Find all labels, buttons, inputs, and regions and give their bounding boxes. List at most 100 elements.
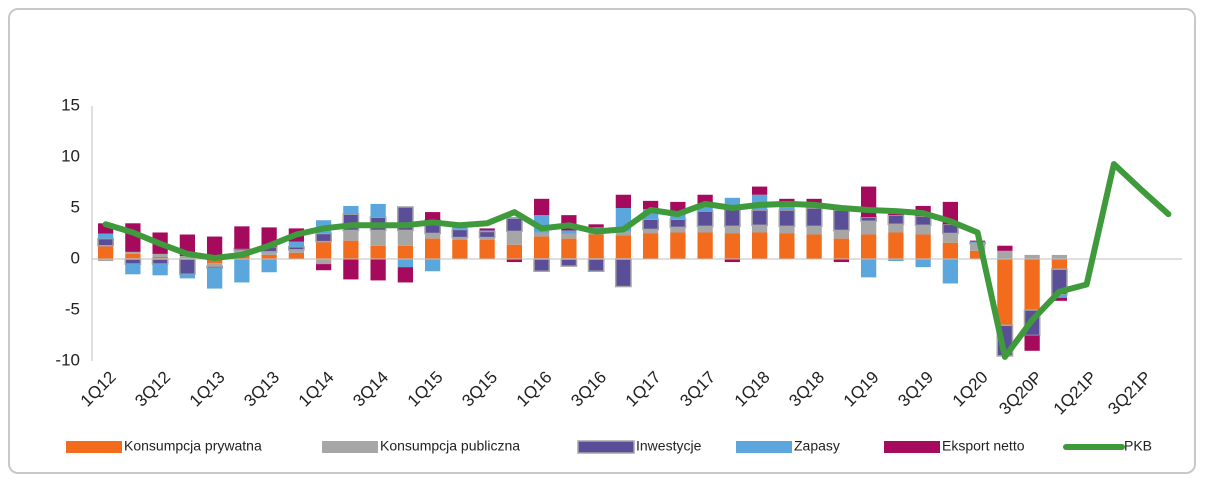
- bar-segment: [287, 246, 305, 251]
- legend-label: Inwestycje: [636, 438, 702, 454]
- bar-segment: [125, 251, 141, 254]
- chart-frame: [8, 8, 1196, 474]
- bar-segment: [370, 245, 386, 259]
- bar-segment: [860, 259, 877, 278]
- bar-segment: [724, 233, 741, 259]
- bar-segment: [806, 234, 822, 259]
- bar-segment: [587, 258, 605, 272]
- bar-segment: [452, 227, 468, 230]
- bar-segment: [97, 245, 114, 259]
- bar-segment: [152, 253, 168, 257]
- bar-segment: [561, 238, 577, 259]
- bar-segment: [969, 250, 986, 259]
- bar-segment: [614, 258, 632, 288]
- bar-segment: [397, 230, 414, 246]
- legend-label: Konsumpcja publiczna: [380, 438, 520, 454]
- bar-segment: [642, 233, 659, 259]
- bar-segment: [288, 252, 305, 259]
- bar-segment: [452, 237, 468, 240]
- y-tick-label: 10: [61, 146, 80, 165]
- bar-segment: [751, 225, 768, 233]
- x-tick-label: 1Q13: [186, 368, 229, 411]
- bar-segment: [97, 259, 114, 262]
- bar-segment: [888, 259, 904, 262]
- bar-segment: [751, 209, 769, 227]
- bar-segment: [724, 197, 741, 206]
- bar-segment: [97, 233, 114, 239]
- bar-segment: [697, 194, 713, 205]
- x-tick-label: 1Q15: [404, 368, 447, 411]
- bar-segment: [969, 243, 986, 251]
- bar-segment: [805, 207, 823, 228]
- bar-segment: [833, 259, 850, 263]
- bar-segment: [533, 198, 550, 216]
- legend-swatch: [577, 440, 635, 454]
- bar-segment: [370, 230, 386, 246]
- bar-segment: [1051, 294, 1068, 298]
- bar-segment: [806, 226, 822, 235]
- bar-segment: [860, 234, 877, 259]
- bar-segment: [1024, 254, 1040, 259]
- x-tick-label: 1Q14: [295, 368, 338, 411]
- bar-segment: [479, 239, 495, 259]
- bar-segment: [1051, 254, 1068, 259]
- x-tick-label: 3Q15: [458, 368, 501, 411]
- bar-segment: [697, 226, 713, 233]
- line-series: [102, 161, 1172, 360]
- bar-segment: [751, 232, 768, 259]
- bar-segment: [670, 232, 686, 259]
- bar-segment: [751, 186, 768, 195]
- bar-segment: [696, 210, 714, 228]
- bar-segment: [315, 241, 332, 259]
- legend-swatch: [736, 441, 792, 453]
- bar-segment: [642, 218, 660, 231]
- bar-segment: [697, 204, 713, 212]
- x-tick-label: 3Q19: [894, 368, 937, 411]
- bar-segment: [125, 264, 141, 275]
- x-tick-label: 1Q17: [622, 368, 665, 411]
- bar-segment: [832, 209, 850, 232]
- y-tick-label: -5: [65, 299, 80, 318]
- x-tick-label: 1Q19: [840, 368, 883, 411]
- bar-segment: [343, 230, 359, 241]
- bar-segment: [315, 232, 333, 243]
- bar-segment: [97, 223, 114, 234]
- bar-segment: [915, 259, 931, 268]
- bar-segment: [779, 233, 795, 259]
- bar-segment: [179, 255, 196, 259]
- legend-swatch: [884, 441, 940, 453]
- bar-segment: [642, 200, 659, 210]
- bar-segment: [997, 245, 1013, 251]
- bar-segment: [234, 259, 250, 283]
- bar-segment: [343, 259, 359, 280]
- bar-segment: [479, 230, 495, 232]
- bar-segment: [615, 235, 632, 259]
- bar-segment: [261, 254, 277, 259]
- x-tick-label: 1Q12: [77, 368, 120, 411]
- bar-segment: [615, 194, 632, 208]
- bar-segment: [370, 259, 386, 281]
- bar-segment: [206, 268, 223, 289]
- bar-segment: [315, 264, 332, 271]
- bar-segment: [888, 224, 904, 233]
- bar-segment: [642, 209, 659, 220]
- x-tick-label: 3Q21P: [1104, 368, 1155, 419]
- bar-segment: [506, 244, 523, 259]
- bar-segment: [533, 232, 550, 237]
- y-tick-label: 15: [61, 95, 80, 114]
- bar-segment: [942, 242, 959, 259]
- bar-segment: [915, 225, 931, 235]
- bar-segment: [1051, 259, 1068, 270]
- bar-segment: [206, 263, 223, 267]
- bar-segment: [942, 259, 959, 284]
- bar-segment: [779, 204, 795, 211]
- bar-segment: [506, 259, 523, 263]
- x-tick-label: 3Q20P: [995, 368, 1046, 419]
- bar-segment: [888, 232, 904, 259]
- y-tick-label: 5: [71, 197, 80, 216]
- x-tick-label: 3Q14: [349, 368, 392, 411]
- bar-segment: [397, 245, 414, 259]
- bar-segment: [424, 259, 441, 272]
